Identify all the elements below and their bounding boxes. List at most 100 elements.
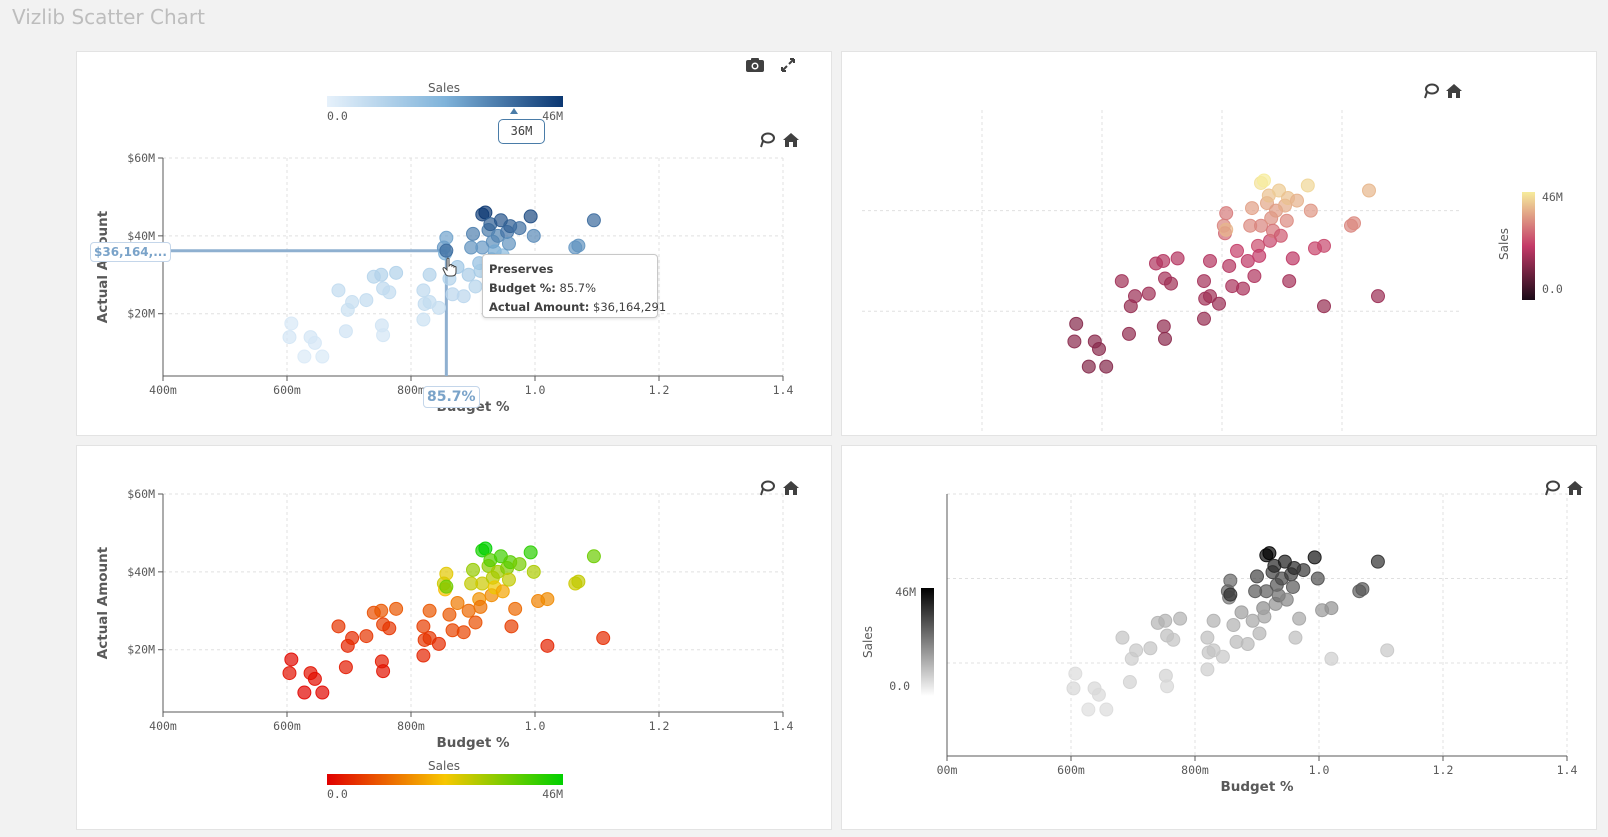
lasso-icon[interactable] <box>758 479 776 497</box>
data-point <box>501 236 516 251</box>
lasso-icon[interactable] <box>758 131 776 149</box>
data-point <box>1288 630 1303 645</box>
scatter-chart-grays[interactable]: 00m 600m 800m 1.0 1.2 1.4 Budget % 46M 0.0 Sales <box>842 446 1598 831</box>
data-point <box>540 592 555 607</box>
data-point <box>468 279 483 294</box>
scatter-chart-blues[interactable]: 400m 600m 800m 1.0 1.2 1.4 $20M $40M $60M Budget … <box>77 52 833 437</box>
expand-icon[interactable] <box>779 56 797 74</box>
data-point <box>439 230 454 245</box>
legend-min-label: 0.0 <box>1542 282 1563 296</box>
crosshair-x-label: 85.7% <box>423 386 480 408</box>
data-point <box>1200 630 1215 645</box>
data-point <box>297 685 312 700</box>
scatter-panel-magma[interactable]: 46M 0.0 Sales <box>841 51 1597 436</box>
data-point <box>1279 592 1294 607</box>
data-point <box>461 603 476 618</box>
legend-title: Sales <box>861 626 875 658</box>
tooltip-budget-value: 85.7% <box>559 281 597 295</box>
data-point <box>526 228 541 243</box>
data-point <box>1170 251 1185 266</box>
x-tick-label: 800m <box>1181 763 1209 777</box>
camera-icon[interactable] <box>745 56 764 74</box>
data-point <box>523 545 538 560</box>
data-point <box>1226 618 1241 632</box>
x-tick-label: 1.4 <box>773 383 794 397</box>
legend-color-bar <box>921 588 934 696</box>
legend-title: Sales <box>428 81 460 95</box>
data-point <box>1223 587 1238 602</box>
data-point <box>478 205 493 220</box>
data-point <box>1355 582 1370 597</box>
x-tick-label: 1.2 <box>1433 763 1454 777</box>
x-tick-label: 00m <box>937 763 958 777</box>
data-point <box>439 243 454 258</box>
data-point <box>586 549 601 564</box>
data-point <box>331 283 346 298</box>
data-point <box>1310 571 1325 586</box>
lasso-icon[interactable] <box>1422 82 1440 100</box>
scatter-chart-magma[interactable]: 46M 0.0 Sales <box>842 52 1598 437</box>
data-point <box>1285 579 1300 594</box>
legend-max-label: 46M <box>1542 190 1563 204</box>
data-point <box>338 324 353 339</box>
scatter-panel-red-yellow-green[interactable]: 400m 600m 800m 1.0 1.2 1.4 $20M $40M $60M Budget … <box>76 445 832 830</box>
x-tick-label: 1.2 <box>649 719 670 733</box>
legend-min-label: 0.0 <box>889 679 910 693</box>
scatter-chart-red-yellow-green[interactable]: 400m 600m 800m 1.0 1.2 1.4 $20M $40M $60M Budget … <box>77 446 833 831</box>
data-point <box>1067 334 1082 349</box>
home-icon[interactable] <box>782 479 800 497</box>
lasso-icon[interactable] <box>1543 479 1561 497</box>
data-point <box>1317 238 1331 253</box>
data-point <box>1317 299 1331 314</box>
data-point <box>461 267 476 282</box>
data-point <box>376 328 391 343</box>
y-tick-label: $60M <box>127 487 155 501</box>
data-point <box>376 664 391 679</box>
data-point <box>1212 296 1226 311</box>
tooltip-actual-label: Actual Amount: <box>489 300 590 314</box>
data-point <box>315 685 330 700</box>
x-tick-label: 400m <box>149 383 177 397</box>
data-point <box>374 267 389 282</box>
data-point <box>1279 213 1294 228</box>
x-axis-title: Budget % <box>436 735 510 751</box>
scatter-panel-grays[interactable]: 00m 600m 800m 1.0 1.2 1.4 Budget % 46M 0.0 Sales <box>841 445 1597 830</box>
data-point <box>1307 550 1322 565</box>
data-point <box>282 666 297 681</box>
data-point <box>1156 319 1171 334</box>
tooltip-budget-label: Budget %: <box>489 281 556 295</box>
y-axis-title: Actual Amount <box>95 546 111 659</box>
data-point <box>1236 281 1250 296</box>
x-tick-label: 1.2 <box>649 383 670 397</box>
home-icon[interactable] <box>782 131 800 149</box>
legend-max-label: 46M <box>542 787 563 801</box>
x-tick-label: 400m <box>149 719 177 733</box>
data-point <box>439 579 454 594</box>
data-point <box>416 312 431 327</box>
data-point <box>1223 573 1238 588</box>
data-point <box>1230 243 1244 258</box>
data-point <box>1141 286 1156 301</box>
legend-max-label: 46M <box>542 109 563 123</box>
hand-cursor-icon <box>442 257 458 277</box>
data-point <box>359 629 374 644</box>
data-point <box>1324 651 1339 666</box>
data-point <box>450 596 465 610</box>
data-point <box>1128 289 1142 304</box>
x-tick-label: 600m <box>1057 763 1085 777</box>
data-point <box>442 607 457 622</box>
data-point <box>1290 193 1304 208</box>
x-tick-label: 1.0 <box>1309 763 1330 777</box>
home-icon[interactable] <box>1445 82 1463 100</box>
data-point <box>1254 218 1268 233</box>
y-tick-label: $20M <box>127 307 155 321</box>
legend-value-marker: 36M <box>498 119 545 144</box>
legend-min-label: 0.0 <box>327 787 348 801</box>
data-point <box>508 601 523 616</box>
data-point <box>1156 253 1171 268</box>
home-icon[interactable] <box>1566 479 1584 497</box>
y-tick-label: $40M <box>127 565 155 579</box>
tooltip-actual-value: $36,164,291 <box>593 300 667 314</box>
x-tick-label: 800m <box>397 383 425 397</box>
scatter-panel-blues[interactable]: 400m 600m 800m 1.0 1.2 1.4 $20M $40M $60M Budget … <box>76 51 832 436</box>
